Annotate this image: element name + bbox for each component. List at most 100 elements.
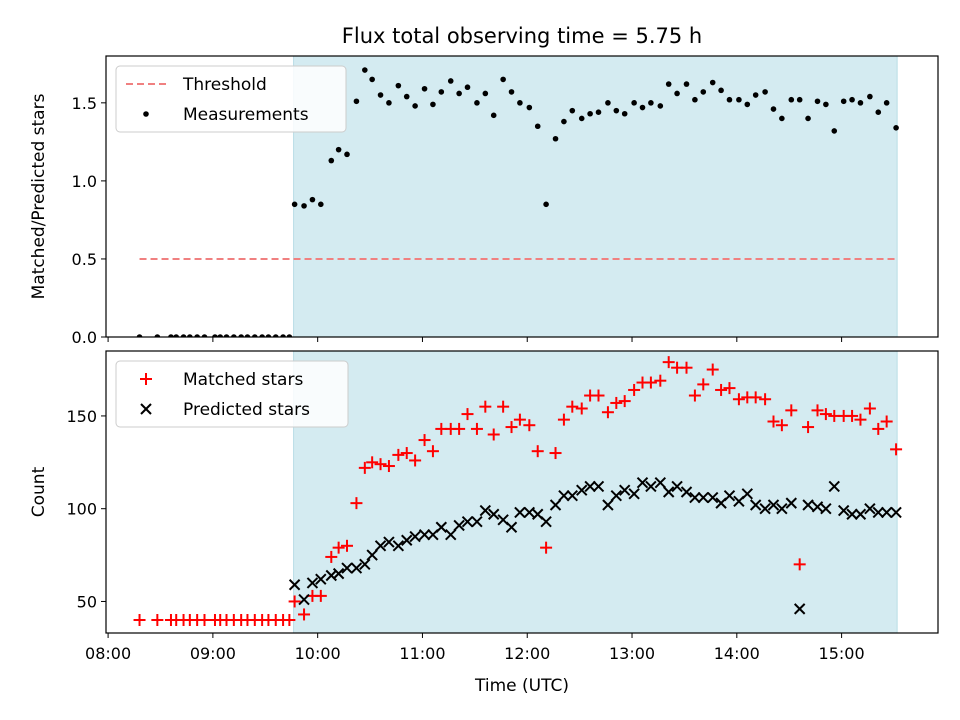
data-point <box>325 550 338 563</box>
data-point <box>759 393 772 406</box>
data-point <box>392 540 405 552</box>
data-point <box>846 508 858 520</box>
data-point <box>377 92 384 98</box>
data-point <box>531 445 544 458</box>
data-point <box>409 530 421 543</box>
legend: Matched stars Predicted stars <box>115 360 349 428</box>
data-point <box>259 334 265 337</box>
x-tick-label: 12:00 <box>504 644 550 663</box>
data-point <box>168 334 174 337</box>
x-tick-label: 13:00 <box>609 644 655 663</box>
data-point <box>212 334 218 337</box>
data-point <box>644 376 657 389</box>
data-point <box>854 508 867 520</box>
data-point <box>223 334 230 337</box>
data-point <box>445 528 457 541</box>
count-panel: 50 100 150 08:00 09:00 10:00 11:00 12:00 13:00 14… <box>29 350 939 663</box>
plot-area <box>133 356 903 627</box>
data-point <box>283 614 296 627</box>
data-point <box>890 506 902 519</box>
data-point <box>318 201 324 208</box>
data-point <box>662 356 675 369</box>
data-point <box>500 76 506 83</box>
data-point <box>618 484 631 496</box>
data-point <box>418 434 431 447</box>
data-point <box>683 81 690 87</box>
data-point <box>613 107 620 114</box>
data-point <box>421 85 428 92</box>
data-point <box>291 201 298 208</box>
data-point <box>759 502 771 515</box>
data-point <box>447 78 454 84</box>
data-point <box>776 502 788 515</box>
data-point <box>151 614 164 627</box>
data-point <box>621 110 628 117</box>
data-point <box>288 579 301 591</box>
data-point <box>601 406 614 419</box>
data-point <box>872 422 885 435</box>
data-point <box>732 393 745 406</box>
data-point <box>187 334 193 337</box>
legend-handle <box>143 111 149 117</box>
data-point <box>820 502 832 515</box>
x-tick-label: 08:00 <box>85 644 131 663</box>
data-point <box>403 93 410 100</box>
data-point <box>793 558 806 571</box>
data-point <box>706 363 719 376</box>
data-point <box>864 502 876 515</box>
x-tick-label: 09:00 <box>190 644 236 663</box>
data-point <box>514 506 526 519</box>
data-point <box>133 614 146 627</box>
data-point <box>438 89 445 95</box>
data-point <box>482 90 489 97</box>
data-point <box>344 151 350 158</box>
data-point <box>453 422 466 435</box>
data-point <box>526 104 533 111</box>
data-point <box>831 128 838 134</box>
data-point <box>802 421 815 434</box>
data-point <box>770 106 777 112</box>
data-point <box>201 334 208 337</box>
data-point <box>392 448 405 461</box>
y-tick-label: 0.0 <box>72 328 97 347</box>
data-point <box>341 539 354 552</box>
data-point <box>136 334 143 337</box>
data-point <box>298 593 310 606</box>
data-point <box>461 408 474 421</box>
data-point <box>517 100 523 106</box>
data-point <box>741 488 753 500</box>
observing-window-shade <box>293 55 898 338</box>
data-point <box>709 79 716 86</box>
data-point <box>785 497 798 509</box>
data-point <box>456 90 462 97</box>
data-point <box>631 100 637 106</box>
data-point <box>332 541 345 554</box>
data-point <box>265 334 272 337</box>
data-point <box>692 96 698 103</box>
data-point <box>523 419 536 432</box>
y-tick-label: 1.5 <box>72 94 97 113</box>
data-point <box>549 447 562 460</box>
data-point <box>508 89 515 95</box>
data-point <box>718 87 724 94</box>
data-point <box>628 488 640 500</box>
data-point <box>350 497 363 510</box>
data-point <box>893 125 899 131</box>
data-point <box>490 112 497 119</box>
data-point <box>749 499 762 511</box>
data-point <box>453 519 465 532</box>
data-point <box>605 100 611 106</box>
data-point <box>359 558 371 571</box>
data-point <box>301 203 307 209</box>
legend-handle <box>140 403 152 415</box>
data-point <box>592 389 605 402</box>
data-point <box>749 391 762 404</box>
y-axis-label: Matched/Predicted stars <box>29 93 49 299</box>
data-point <box>461 515 474 528</box>
data-point <box>557 413 570 426</box>
data-point <box>736 96 742 103</box>
data-point <box>474 100 480 106</box>
data-point <box>875 109 882 115</box>
plot-area <box>136 67 899 337</box>
